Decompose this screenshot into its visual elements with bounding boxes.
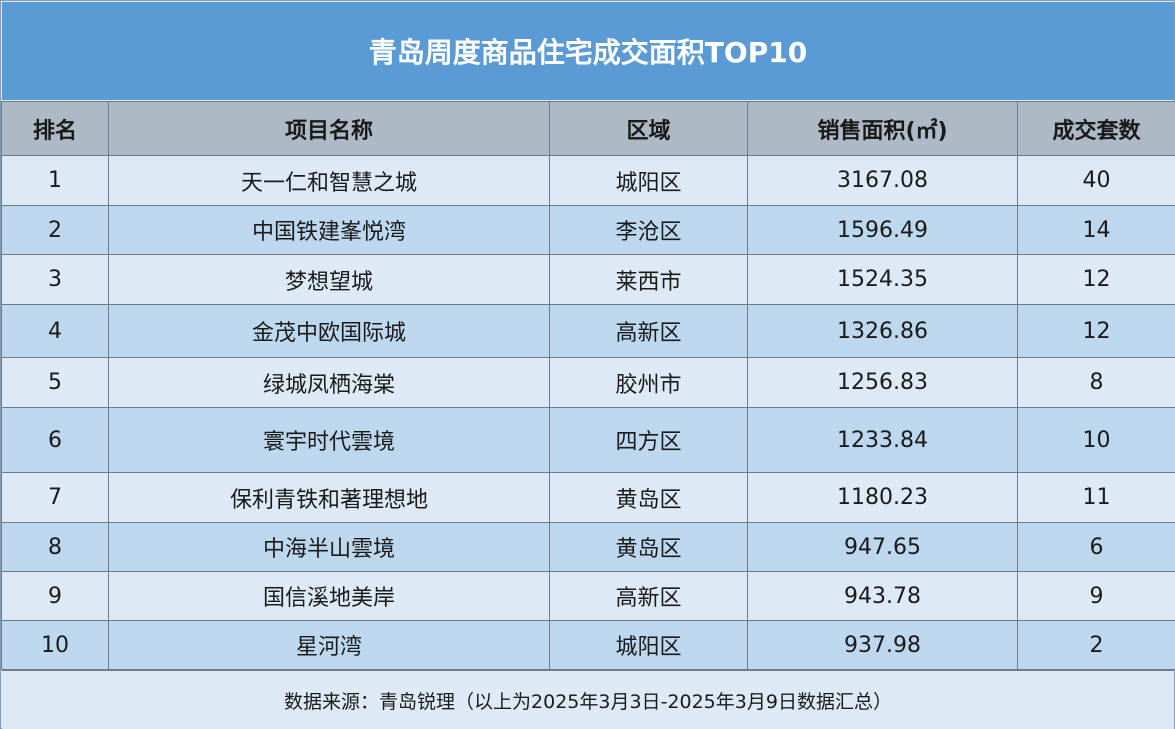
project-name-cell: 国信溪地美岸 (108, 571, 550, 621)
rank-cell: 3 (1, 254, 109, 305)
header-sales-area: 销售面积(㎡) (747, 101, 1018, 156)
header-units: 成交套数 (1017, 101, 1175, 156)
district-cell: 城阳区 (549, 620, 748, 670)
district-cell: 莱西市 (549, 254, 748, 305)
area-cell: 937.98 (747, 620, 1018, 670)
table-row: 6 寰宇时代雲境 四方区 1233.84 10 (1, 407, 1175, 473)
table-row: 5 绿城凤栖海棠 胶州市 1256.83 8 (1, 357, 1175, 408)
header-row: 排名 项目名称 区域 销售面积(㎡) 成交套数 (1, 101, 1175, 156)
project-name-cell: 梦想望城 (108, 254, 550, 305)
project-name-cell: 寰宇时代雲境 (108, 407, 550, 473)
header-project-name: 项目名称 (108, 101, 550, 156)
ranking-table: 排名 项目名称 区域 销售面积(㎡) 成交套数 1 天一仁和智慧之城 城阳区 3… (1, 101, 1175, 670)
area-cell: 3167.08 (747, 155, 1018, 206)
rank-cell: 4 (1, 304, 109, 358)
table-title: 青岛周度商品住宅成交面积TOP10 (2, 2, 1174, 100)
area-cell: 1326.86 (747, 304, 1018, 358)
area-cell: 1180.23 (747, 472, 1018, 523)
project-name-cell: 绿城凤栖海棠 (108, 357, 550, 408)
district-cell: 黄岛区 (549, 472, 748, 523)
table-row: 10 星河湾 城阳区 937.98 2 (1, 620, 1175, 670)
rank-cell: 10 (1, 620, 109, 670)
district-cell: 李沧区 (549, 205, 748, 255)
header-rank: 排名 (1, 101, 109, 156)
project-name-cell: 保利青铁和著理想地 (108, 472, 550, 523)
rank-cell: 8 (1, 522, 109, 572)
table-row: 1 天一仁和智慧之城 城阳区 3167.08 40 (1, 155, 1175, 206)
units-cell: 14 (1017, 205, 1175, 255)
data-source-note: 数据来源：青岛锐理（以上为2025年3月3日-2025年3月9日数据汇总） (2, 670, 1174, 729)
units-cell: 2 (1017, 620, 1175, 670)
table-row: 9 国信溪地美岸 高新区 943.78 9 (1, 571, 1175, 621)
area-cell: 947.65 (747, 522, 1018, 572)
table-row: 2 中国铁建峯悦湾 李沧区 1596.49 14 (1, 205, 1175, 255)
header-district: 区域 (549, 101, 748, 156)
units-cell: 11 (1017, 472, 1175, 523)
rank-cell: 6 (1, 407, 109, 473)
project-name-cell: 天一仁和智慧之城 (108, 155, 550, 206)
project-name-cell: 中海半山雲境 (108, 522, 550, 572)
units-cell: 12 (1017, 304, 1175, 358)
units-cell: 8 (1017, 357, 1175, 408)
rank-cell: 9 (1, 571, 109, 621)
district-cell: 高新区 (549, 571, 748, 621)
district-cell: 四方区 (549, 407, 748, 473)
district-cell: 高新区 (549, 304, 748, 358)
district-cell: 胶州市 (549, 357, 748, 408)
units-cell: 12 (1017, 254, 1175, 305)
district-cell: 黄岛区 (549, 522, 748, 572)
area-cell: 943.78 (747, 571, 1018, 621)
area-cell: 1233.84 (747, 407, 1018, 473)
rank-cell: 5 (1, 357, 109, 408)
project-name-cell: 金茂中欧国际城 (108, 304, 550, 358)
units-cell: 10 (1017, 407, 1175, 473)
rank-cell: 7 (1, 472, 109, 523)
area-cell: 1524.35 (747, 254, 1018, 305)
project-name-cell: 中国铁建峯悦湾 (108, 205, 550, 255)
table-row: 3 梦想望城 莱西市 1524.35 12 (1, 254, 1175, 305)
rank-cell: 2 (1, 205, 109, 255)
units-cell: 6 (1017, 522, 1175, 572)
district-cell: 城阳区 (549, 155, 748, 206)
table-row: 8 中海半山雲境 黄岛区 947.65 6 (1, 522, 1175, 572)
project-name-cell: 星河湾 (108, 620, 550, 670)
area-cell: 1256.83 (747, 357, 1018, 408)
table-row: 7 保利青铁和著理想地 黄岛区 1180.23 11 (1, 472, 1175, 523)
area-cell: 1596.49 (747, 205, 1018, 255)
units-cell: 9 (1017, 571, 1175, 621)
units-cell: 40 (1017, 155, 1175, 206)
table-row: 4 金茂中欧国际城 高新区 1326.86 12 (1, 304, 1175, 358)
rank-cell: 1 (1, 155, 109, 206)
